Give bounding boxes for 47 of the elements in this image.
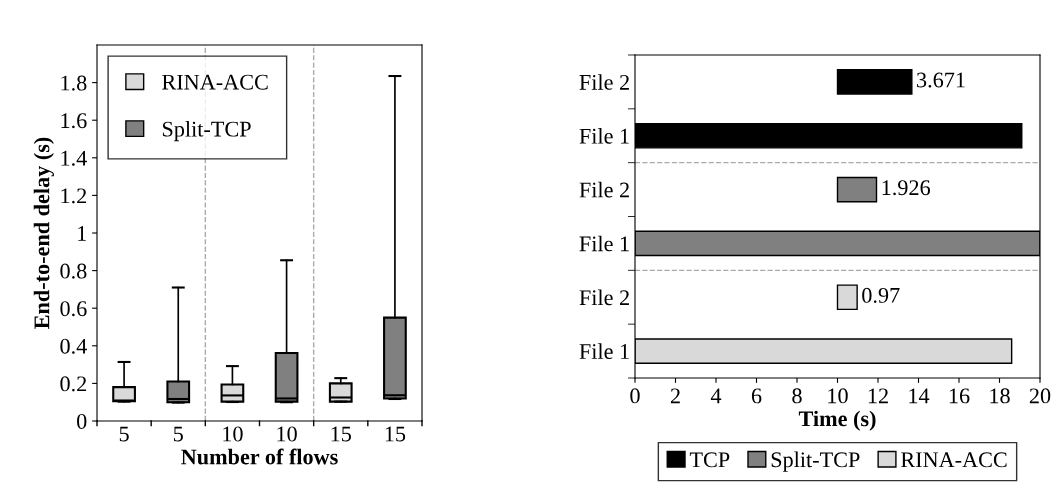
y-axis-title: End-to-end delay (s) [33, 137, 54, 329]
y-tick-label: 1.8 [61, 75, 87, 91]
y-tick-label: File 2 [579, 74, 629, 90]
x-tick-label: 15 [331, 426, 351, 442]
legend-label: Split-TCP [771, 451, 860, 472]
x-tick-label: 4 [710, 388, 722, 404]
y-tick-label: File 2 [579, 289, 629, 306]
legend-label: RINA-ACC [162, 74, 268, 90]
x-tick-label: 6 [751, 388, 762, 404]
y-tick-label: 0 [77, 413, 87, 429]
data-label: 1.926 [882, 180, 931, 196]
x-tick-label: 10 [828, 388, 848, 404]
x-tick-label: 14 [909, 388, 930, 404]
x-tick-label: 0 [630, 388, 640, 404]
legend-label: TCP [689, 452, 730, 468]
bar [836, 176, 878, 203]
x-tick-label: 8 [792, 388, 802, 404]
y-tick-label: 0.8 [60, 263, 87, 279]
y-tick-label: 1.2 [61, 188, 87, 204]
x-tick-label: 10 [277, 426, 297, 442]
y-tick-label: 0.4 [60, 338, 87, 354]
x-tick-label: 15 [385, 426, 406, 442]
y-tick-label: File 1 [579, 343, 629, 360]
y-tick-label: File 1 [579, 235, 629, 252]
x-tick-label: 18 [990, 388, 1010, 404]
x-tick-label: 5 [119, 426, 129, 442]
y-tick-label: 1 [78, 226, 86, 241]
bar [836, 69, 913, 95]
x-axis-title: Time (s) [798, 410, 876, 431]
y-tick-label: 1.4 [61, 150, 87, 166]
data-label: 0.97 [862, 287, 900, 303]
x-axis-title: Number of flows [181, 448, 338, 465]
y-tick-label: File 1 [579, 128, 629, 144]
x-tick-label: 16 [949, 388, 970, 404]
y-tick-label: 1.6 [61, 113, 87, 129]
y-tick-label: File 2 [579, 181, 629, 198]
x-tick-label: 20 [1029, 388, 1051, 404]
legend-label: Split-TCP [162, 120, 251, 142]
bar [836, 284, 858, 311]
x-tick-label: 10 [223, 426, 243, 442]
x-tick-label: 12 [868, 388, 888, 404]
legend-label: RINA-ACC [900, 452, 1007, 468]
x-tick-label: 5 [173, 426, 183, 442]
x-tick-label: 2 [670, 388, 680, 404]
y-tick-label: 0.6 [60, 301, 87, 317]
data-label: 3.671 [917, 72, 965, 88]
y-tick-label: 0.2 [60, 376, 87, 392]
